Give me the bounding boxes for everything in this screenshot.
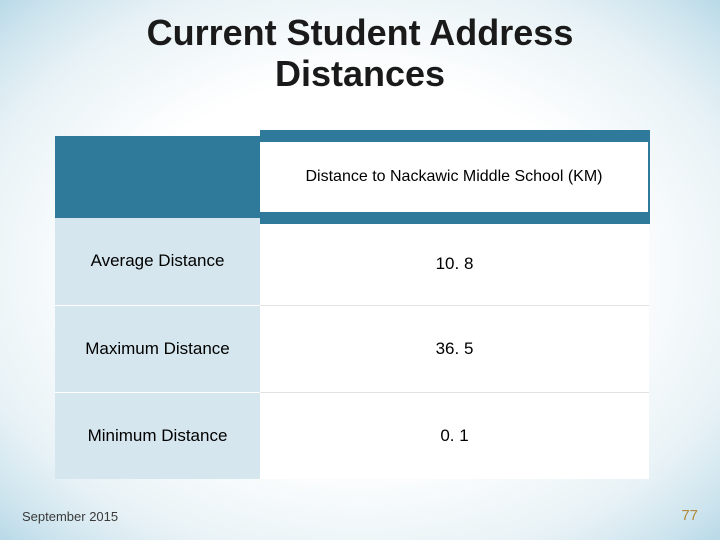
title-line1: Current Student Address xyxy=(0,12,720,53)
row-value: 0. 1 xyxy=(260,392,649,479)
row-value: 10. 8 xyxy=(260,218,649,305)
footer-page-number: 77 xyxy=(681,507,698,524)
table-row: Maximum Distance 36. 5 xyxy=(55,305,649,392)
row-label: Maximum Distance xyxy=(55,305,260,392)
row-value: 36. 5 xyxy=(260,305,649,392)
table-row: Average Distance 10. 8 xyxy=(55,218,649,305)
title-line2: Distances xyxy=(0,53,720,94)
slide-title: Current Student Address Distances xyxy=(0,0,720,95)
header-right-cell: Distance to Nackawic Middle School (KM) xyxy=(260,136,649,218)
row-label: Average Distance xyxy=(55,218,260,305)
table-header-row: Distance to Nackawic Middle School (KM) xyxy=(55,136,649,218)
row-label: Minimum Distance xyxy=(55,392,260,479)
distance-table: Distance to Nackawic Middle School (KM) … xyxy=(55,130,650,479)
footer-date: September 2015 xyxy=(22,509,118,524)
header-left-cell xyxy=(55,136,260,218)
distance-table-container: Distance to Nackawic Middle School (KM) … xyxy=(55,130,650,479)
table-row: Minimum Distance 0. 1 xyxy=(55,392,649,479)
